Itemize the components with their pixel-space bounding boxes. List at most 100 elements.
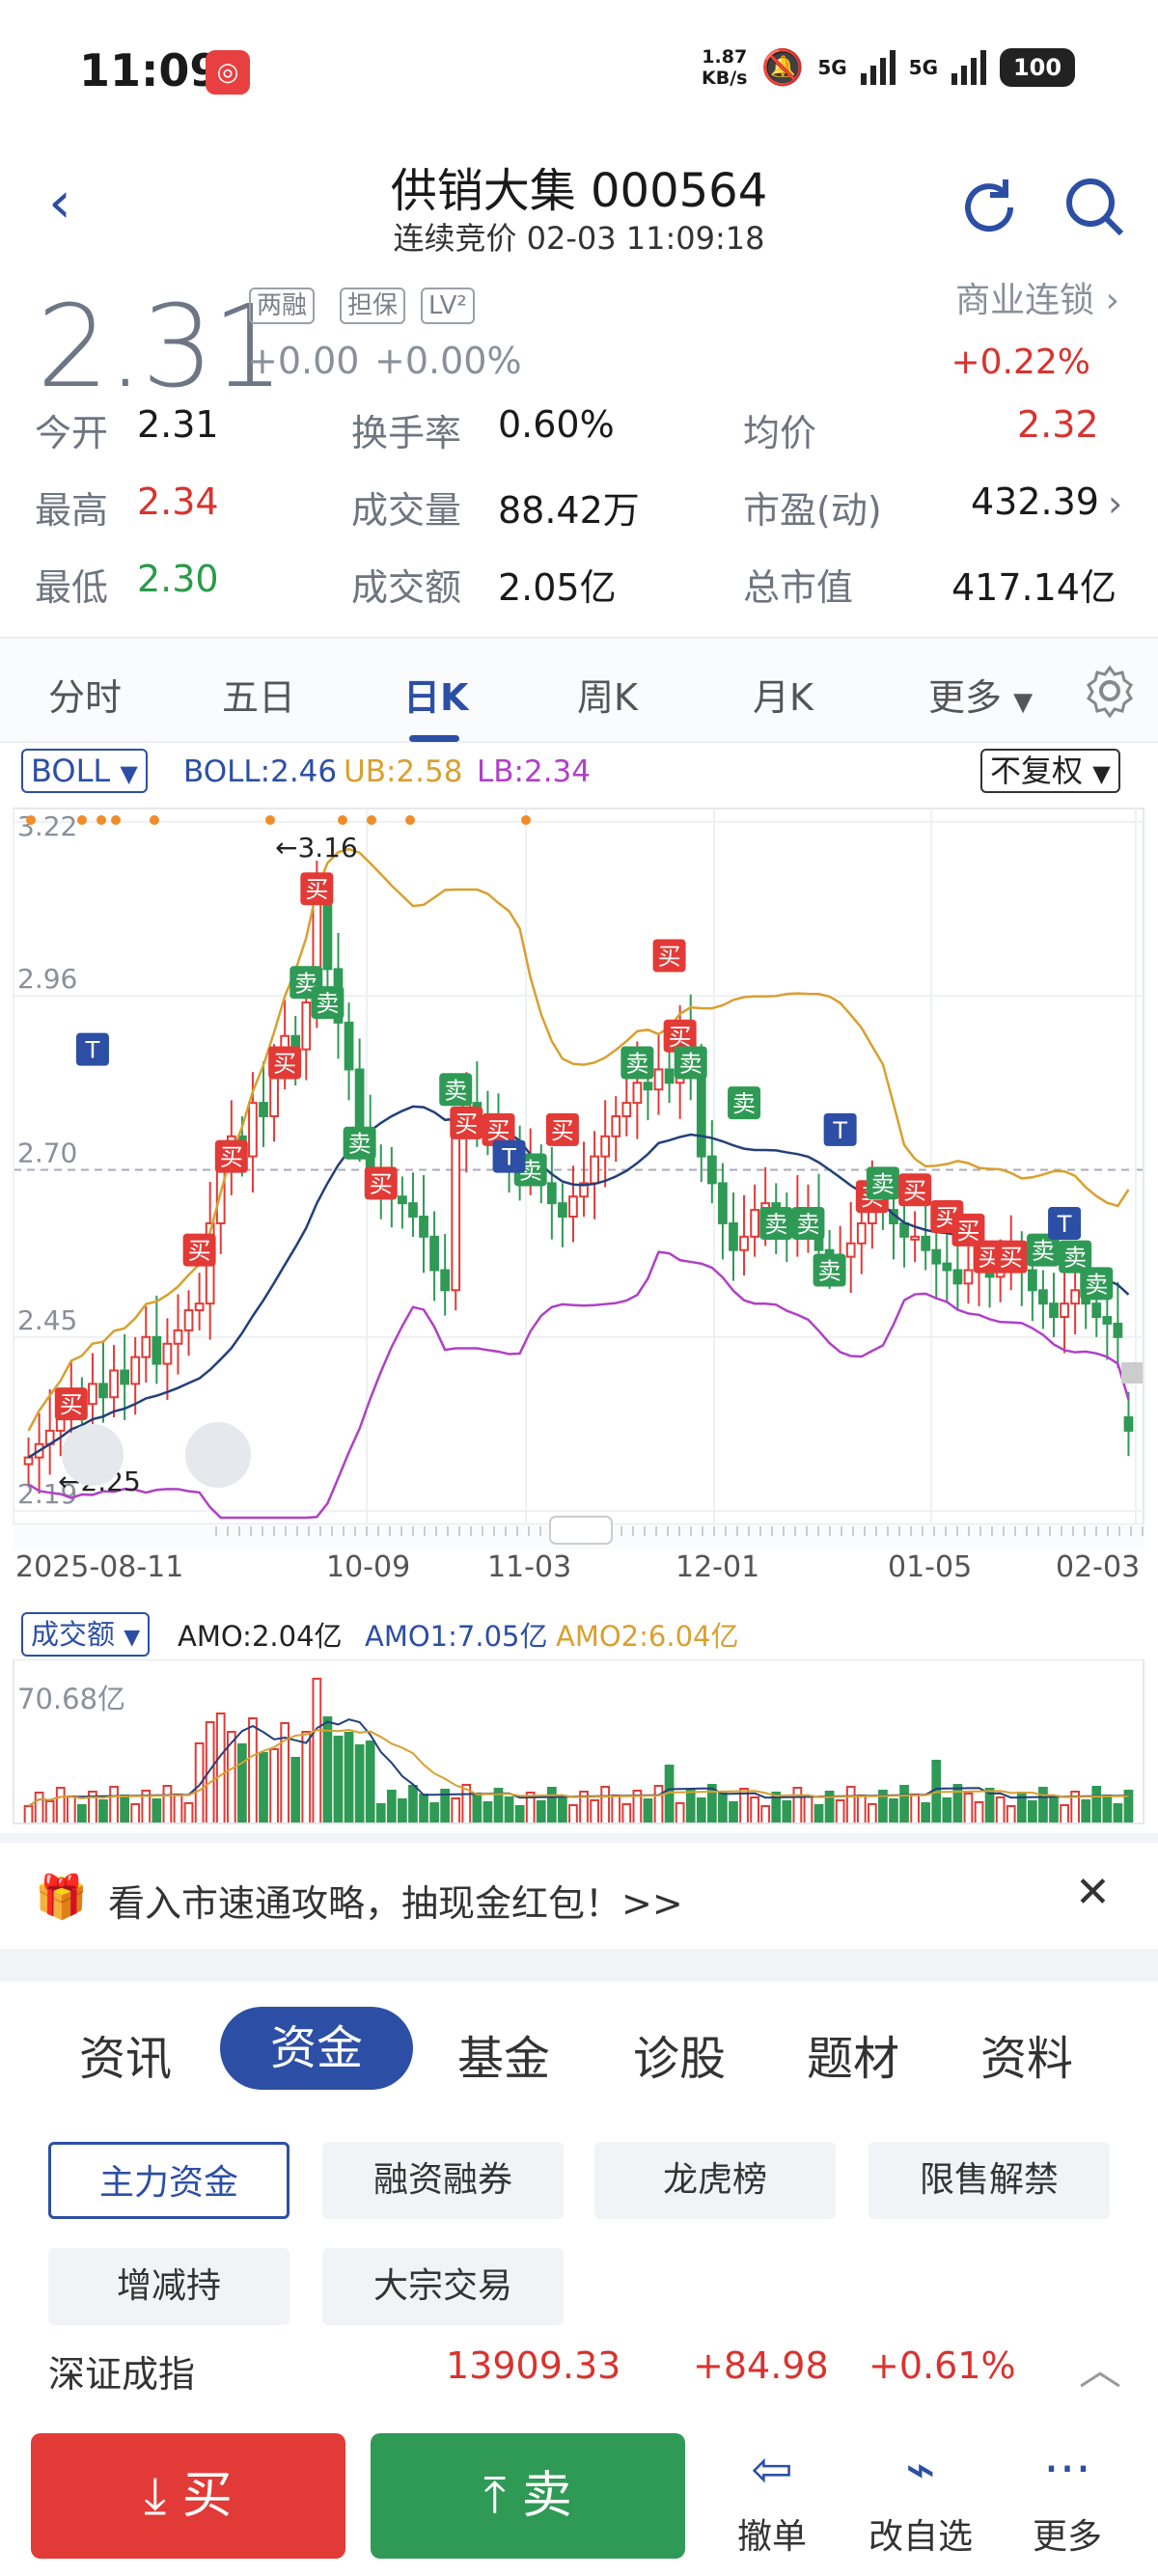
y-tick-label: 2.19: [17, 1478, 77, 1510]
subtab-dragon-tiger[interactable]: 龙虎榜: [594, 2142, 836, 2219]
volume-bar: [259, 1752, 268, 1824]
buy-signal-marker: [994, 1240, 1028, 1274]
back-icon[interactable]: ‹: [48, 169, 71, 236]
volume-max-label: 70.68亿: [17, 1683, 126, 1715]
sell-signal-label: 卖: [732, 1090, 756, 1117]
tab-news[interactable]: 资讯: [79, 2032, 173, 2086]
buy-signal-label: 买: [220, 1144, 243, 1171]
candle: [706, 1155, 717, 1185]
price-change: +0.00: [247, 340, 360, 382]
volume-bar: [514, 1805, 525, 1824]
buy-button[interactable]: ⤓ 买: [31, 2433, 345, 2559]
sell-signal-label: 卖: [1063, 1245, 1087, 1272]
tab-more[interactable]: 更多 ▼: [928, 676, 1034, 719]
candle: [931, 1248, 942, 1265]
tab-diagnose[interactable]: 诊股: [633, 2032, 727, 2086]
tab-5day[interactable]: 五日: [222, 676, 296, 719]
boll-value: BOLL:2.46: [183, 754, 338, 789]
volume-bar: [974, 1801, 984, 1824]
tab-profile[interactable]: 资料: [980, 2032, 1074, 2086]
candle: [611, 1114, 621, 1137]
stat-row[interactable]: 最高 2.34 成交量 88.42万 市盈(动) 432.39 ›: [35, 480, 1123, 532]
tab-daily-k[interactable]: 日K: [403, 676, 469, 719]
cancel-order-button[interactable]: ⇦ 撤单: [714, 2441, 830, 2559]
candle: [1060, 1302, 1069, 1319]
buy-signal-label: 买: [903, 1177, 926, 1204]
volume-bar: [942, 1797, 952, 1824]
chart-frame: [13, 808, 1144, 1525]
settings-gear-icon[interactable]: [1083, 664, 1137, 718]
sector-link[interactable]: 商业连锁 › +0.22%: [951, 281, 1119, 382]
volume-bar: [856, 1795, 867, 1824]
volume-bar: [290, 1757, 301, 1824]
indicator-select[interactable]: BOLL ▼: [21, 749, 148, 793]
rotate-screen-icon[interactable]: [185, 1422, 251, 1488]
close-icon[interactable]: ✕: [1075, 1868, 1111, 1917]
candle: [408, 1202, 418, 1219]
watchlist-button[interactable]: ⌁ 改自选: [863, 2441, 979, 2559]
cancel-order-icon: ⇦: [751, 2441, 793, 2499]
tab-theme[interactable]: 题材: [807, 2032, 900, 2086]
sell-signal-marker: [866, 1166, 899, 1200]
sell-signal-label: 卖: [679, 1051, 703, 1078]
scroll-end-marker[interactable]: [1121, 1362, 1143, 1384]
tab-intraday[interactable]: 分时: [48, 676, 123, 719]
candle: [856, 1221, 867, 1245]
sell-button[interactable]: ⤒ 卖: [371, 2433, 685, 2559]
subtab-lockup[interactable]: 限售解禁: [868, 2142, 1110, 2219]
scroll-handle[interactable]: [549, 1516, 613, 1545]
volume-bar: [1102, 1795, 1113, 1824]
mute-bell-icon: 🔕: [760, 48, 805, 88]
boll-lower-line: [27, 1250, 1130, 1520]
volume-bar: [365, 1740, 375, 1824]
volume-bar: [696, 1797, 706, 1824]
promo-banner[interactable]: 🎁 看入市速通攻略，抽现金红包！>> ✕: [0, 1843, 1158, 1949]
sell-signal-marker: [728, 1086, 761, 1120]
x-tick-label: 10-09: [326, 1550, 410, 1584]
tab-monthly-k[interactable]: 月K: [753, 676, 813, 719]
volume-indicator-select[interactable]: 成交额 ▼: [21, 1612, 151, 1657]
subtab-holding-change[interactable]: 增减持: [48, 2248, 290, 2325]
tab-weekly-k[interactable]: 周K: [577, 676, 638, 719]
t-signal-marker: [492, 1139, 526, 1173]
search-icon[interactable]: [1062, 174, 1129, 241]
t-signal-marker: [1048, 1206, 1082, 1240]
subtab-main-funds[interactable]: 主力资金: [48, 2142, 290, 2219]
more-button[interactable]: ··· 更多: [1009, 2441, 1125, 2559]
volume-bar: [386, 1790, 397, 1824]
expand-chart-icon[interactable]: [62, 1424, 124, 1486]
subtab-margin[interactable]: 融资融券: [322, 2142, 564, 2219]
volume-bar: [643, 1798, 653, 1824]
volume-bar: [621, 1803, 632, 1824]
t-signal-label: T: [832, 1117, 847, 1144]
volume-chart[interactable]: [0, 1659, 1158, 1828]
candle: [696, 1068, 706, 1158]
candle: [1123, 1416, 1134, 1432]
buy-signal-marker: [663, 1019, 697, 1053]
sell-signal-label: 卖: [1032, 1238, 1055, 1265]
tab-funds[interactable]: 资金: [220, 2007, 413, 2090]
index-ticker[interactable]: 深证成指 13909.33 +84.98 +0.61% ︿: [0, 2335, 1158, 2402]
y-tick-label: 2.96: [17, 963, 77, 995]
candle: [664, 1068, 675, 1084]
volume-bar: [472, 1793, 482, 1824]
volume-bar: [408, 1785, 418, 1824]
info-tabs: 资讯 资金 基金 诊股 题材 资料: [0, 2007, 1158, 2094]
buy-signal-label: 买: [188, 1238, 211, 1265]
adjust-select[interactable]: 不复权 ▼: [980, 749, 1120, 793]
candle: [942, 1262, 952, 1272]
candle: [322, 901, 333, 971]
sell-signal-marker: [1059, 1240, 1092, 1274]
volume-bar: [109, 1786, 119, 1824]
candle: [568, 1195, 578, 1219]
subtab-block-trade[interactable]: 大宗交易: [322, 2248, 564, 2325]
chevron-up-icon[interactable]: ︿: [1079, 2345, 1121, 2395]
tab-fund[interactable]: 基金: [457, 2032, 551, 2086]
period-tabs: 分时 五日 日K 周K 月K 更多 ▼: [0, 637, 1158, 743]
y-tick-label: 2.70: [17, 1137, 77, 1168]
volume-bar: [1027, 1800, 1037, 1824]
candle: [1070, 1289, 1081, 1305]
sell-signal-marker: [620, 1046, 654, 1080]
refresh-icon[interactable]: [955, 174, 1023, 241]
